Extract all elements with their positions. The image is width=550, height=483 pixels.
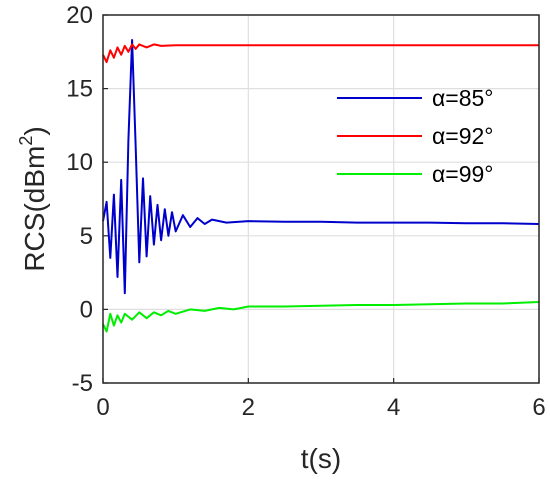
y-tick-label: 20 xyxy=(66,2,93,29)
plot-frame xyxy=(102,14,540,384)
y-tick-label: -5 xyxy=(72,370,93,397)
y-axis-label-close: ) xyxy=(19,126,50,135)
y-tick-label: 0 xyxy=(80,296,93,323)
y-axis-label-superscript: 2 xyxy=(16,136,36,146)
y-axis-label: RCS(dBm2) xyxy=(16,126,50,271)
x-tick-label: 6 xyxy=(532,394,545,421)
series-line-3 xyxy=(102,301,540,333)
y-tick-label: 10 xyxy=(66,149,93,176)
legend: α=85° α=92° α=99° xyxy=(337,85,494,187)
series-line-2 xyxy=(102,43,539,64)
legend-label-1: α=85° xyxy=(432,85,494,111)
legend-label-2: α=92° xyxy=(432,123,494,149)
x-tick-label: 0 xyxy=(96,394,109,421)
legend-label-3: α=99° xyxy=(432,161,494,187)
grid-lines xyxy=(103,15,539,383)
x-tick-label: 2 xyxy=(242,394,255,421)
x-tick-label: 4 xyxy=(387,394,400,421)
plot-area xyxy=(103,15,539,383)
y-tick-label: 15 xyxy=(66,76,93,103)
x-axis-label: t(s) xyxy=(301,443,341,474)
series-line-1 xyxy=(102,39,540,295)
y-tick-label: 5 xyxy=(80,223,93,250)
data-series xyxy=(102,39,540,333)
y-axis-label-main: RCS(dBm xyxy=(19,146,50,272)
